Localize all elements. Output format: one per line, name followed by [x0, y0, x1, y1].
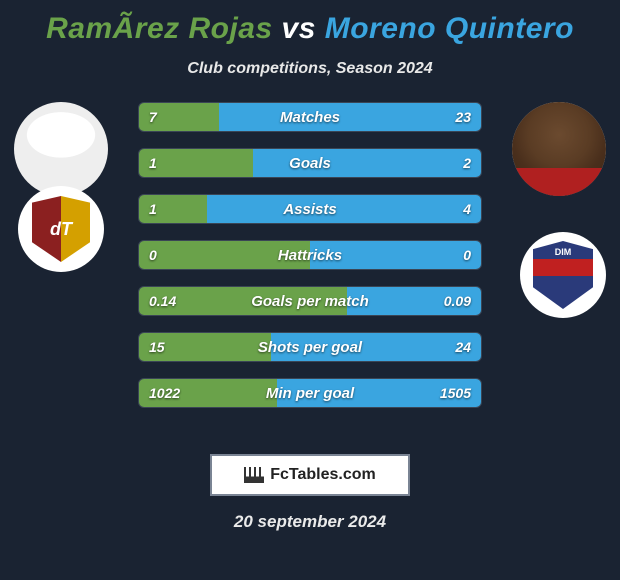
stat-bar-label: Shots per goal	[139, 333, 481, 361]
stat-bar-row: 14Assists	[138, 194, 482, 224]
player1-club-badge: dT	[18, 186, 104, 272]
title-player2: Moreno Quintero	[325, 12, 574, 45]
stat-bar-row: 00Hattricks	[138, 240, 482, 270]
stat-bar-label: Hattricks	[139, 241, 481, 269]
stat-bar-row: 0.140.09Goals per match	[138, 286, 482, 316]
chart-icon	[244, 467, 264, 483]
player1-club-badge-text: dT	[50, 219, 72, 240]
stat-bar-label: Goals per match	[139, 287, 481, 315]
player2-photo	[512, 102, 606, 196]
title-player1: RamÃ­rez Rojas	[46, 12, 273, 45]
player1-photo-placeholder	[14, 102, 108, 196]
stat-bar-row: 723Matches	[138, 102, 482, 132]
tolima-shield-icon: dT	[32, 196, 90, 262]
dim-shield-icon: DIM	[533, 241, 593, 309]
page-title: RamÃ­rez Rojas vs Moreno Quintero	[0, 0, 620, 46]
fctables-logo: FcTables.com	[210, 454, 410, 496]
stat-bar-row: 1524Shots per goal	[138, 332, 482, 362]
stat-bars-container: 723Matches 12Goals 14Assists 00Hattricks 0.1…	[138, 102, 482, 424]
stat-bar-label: Min per goal	[139, 379, 481, 407]
stat-bar-label: Matches	[139, 103, 481, 131]
player2-club-badge: DIM	[520, 232, 606, 318]
stat-bar-label: Assists	[139, 195, 481, 223]
player1-photo	[14, 102, 108, 196]
player2-club-badge-text: DIM	[555, 247, 572, 257]
player2-photo-placeholder	[512, 102, 606, 196]
stats-area: dT DIM 723Matches 12Goals 14Assists 00Hattr…	[0, 102, 620, 442]
title-vs: vs	[282, 12, 316, 45]
stat-bar-label: Goals	[139, 149, 481, 177]
subtitle: Club competitions, Season 2024	[0, 60, 620, 78]
stat-bar-row: 10221505Min per goal	[138, 378, 482, 408]
footer-date: 20 september 2024	[0, 512, 620, 532]
stat-bar-row: 12Goals	[138, 148, 482, 178]
fctables-logo-text: FcTables.com	[270, 466, 376, 484]
dim-stripe-icon	[533, 259, 593, 276]
